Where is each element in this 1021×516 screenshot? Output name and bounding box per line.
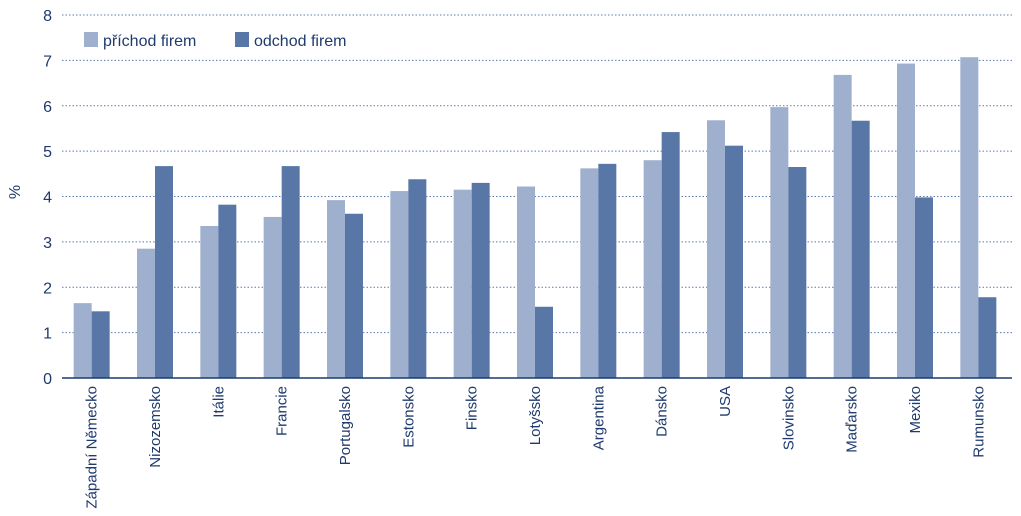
legend-swatch <box>235 32 249 47</box>
legend: příchod firem odchod firem <box>84 32 347 50</box>
bar-entry <box>390 191 409 378</box>
bar-exit <box>788 167 807 378</box>
bar-entry <box>517 186 535 378</box>
bar-exit <box>725 145 743 378</box>
x-tick-label: Západní Německo <box>84 386 101 509</box>
y-tick-label: 3 <box>43 235 52 252</box>
bar-entry <box>200 225 219 378</box>
bar-exit <box>408 179 427 378</box>
category-labels: Západní Německo Nizozemsko Itálie Francie Po… <box>84 385 988 508</box>
bar-exit <box>345 213 363 378</box>
bar-exit <box>661 132 680 378</box>
bar-entry <box>327 200 345 378</box>
y-axis-title: % <box>7 185 24 199</box>
y-tick-label: 1 <box>43 326 52 343</box>
bar-entry <box>643 160 662 378</box>
y-tick-label: 7 <box>43 53 52 70</box>
bar-exit <box>155 166 173 378</box>
bar-entry <box>137 248 155 378</box>
y-tick-label: 4 <box>43 190 52 207</box>
y-axis-ticks: 0 1 2 3 4 5 6 7 8 <box>43 8 52 388</box>
bar-entry <box>263 216 282 378</box>
x-tick-label: Estonsko <box>400 386 417 448</box>
x-tick-label: Maďarsko <box>844 386 861 453</box>
bar-entry <box>73 303 92 378</box>
bar-exit <box>91 311 110 378</box>
y-tick-label: 2 <box>43 280 52 297</box>
x-tick-label: Finsko <box>464 386 481 430</box>
x-tick-label: Dánsko <box>654 386 671 437</box>
bar-exit <box>978 297 997 378</box>
bar-entry <box>897 63 915 379</box>
x-tick-label: Slovinsko <box>780 386 797 450</box>
y-tick-label: 5 <box>43 144 52 161</box>
bar-exit <box>535 306 553 378</box>
x-tick-label: Rumunsko <box>970 386 987 458</box>
x-tick-label: Argentina <box>590 385 607 450</box>
legend-label: příchod firem <box>103 33 196 50</box>
bar-exit <box>598 163 617 378</box>
y-tick-label: 8 <box>43 8 52 25</box>
x-tick-label: Lotyšsko <box>527 386 544 445</box>
bar-entry <box>770 107 789 378</box>
bars <box>73 57 997 379</box>
bar-entry <box>960 57 979 378</box>
bar-entry <box>453 189 472 378</box>
x-tick-label: Francie <box>274 386 291 436</box>
y-tick-label: 6 <box>43 99 52 116</box>
bar-exit <box>851 120 870 378</box>
legend-label: odchod firem <box>254 33 347 50</box>
bar-entry <box>580 168 599 378</box>
bar-exit <box>218 204 237 378</box>
x-tick-label: Itálie <box>210 386 227 418</box>
bar-entry <box>833 74 852 379</box>
bar-exit <box>281 166 300 378</box>
legend-swatch <box>84 32 98 47</box>
bar-exit <box>471 182 490 378</box>
bar-exit <box>915 197 933 378</box>
bar-entry <box>707 120 725 379</box>
x-tick-label: Nizozemsko <box>147 386 164 468</box>
x-tick-label: USA <box>717 386 734 417</box>
x-tick-label: Mexiko <box>907 386 924 434</box>
x-tick-label: Portugalsko <box>337 386 354 465</box>
y-tick-label: 0 <box>43 371 52 388</box>
